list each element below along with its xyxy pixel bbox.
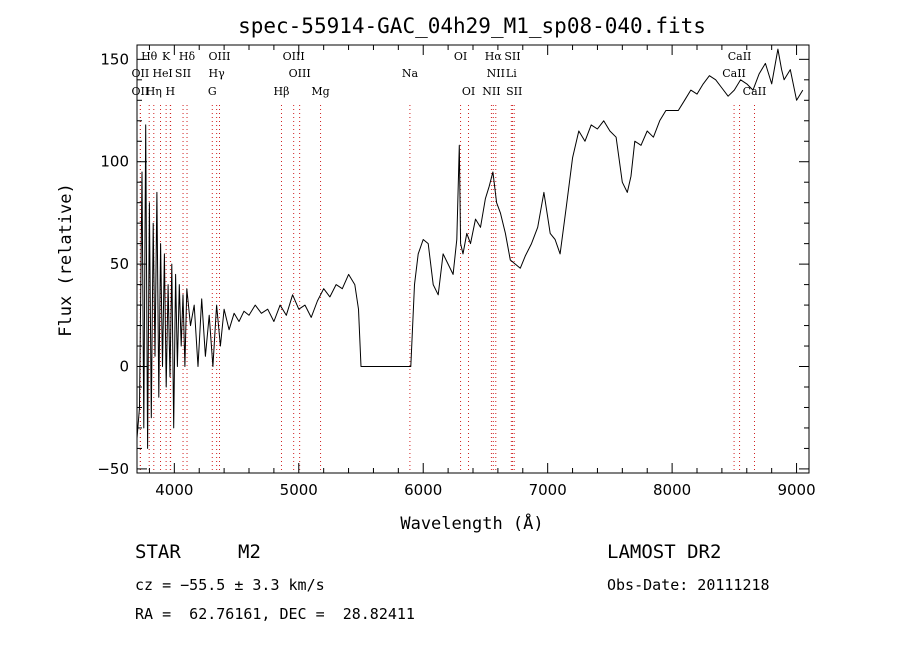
spectral-line-label: Li — [506, 67, 517, 80]
spectral-line-label: Hβ — [274, 85, 290, 98]
x-axis-label: Wavelength (Å) — [400, 512, 543, 534]
spectral-line-label: Hγ — [209, 67, 226, 80]
spectral-line-label: Hη — [146, 85, 162, 98]
spectral-line-label: Mg — [311, 85, 329, 98]
spectral-line-label: H — [166, 85, 176, 98]
spectral-line-label: G — [208, 85, 217, 98]
spectral-line-label: Hδ — [179, 50, 196, 63]
spectral-line-label: SII — [506, 85, 522, 98]
spectral-line-label: Hθ — [141, 50, 158, 63]
spectral-line-label: OI — [454, 50, 467, 63]
spectral-line-label: I — [168, 67, 172, 80]
x-tick-label: 7000 — [529, 481, 567, 499]
spectral-line-label: Na — [402, 67, 419, 80]
spectral-line-label: OIII — [289, 67, 311, 80]
y-tick-label: 50 — [110, 255, 129, 273]
x-tick-label: 6000 — [404, 481, 442, 499]
series-group — [136, 48, 804, 449]
spectral-line-label: OII — [132, 67, 150, 80]
x-tick-label: 9000 — [777, 481, 815, 499]
spectral-line-label: OI — [462, 85, 475, 98]
observation-date: Obs-Date: 20111218 — [607, 576, 770, 594]
spectral-line-label: CaII — [722, 67, 746, 80]
spectral-line-label: CaII — [728, 50, 752, 63]
y-tick-label: −50 — [97, 460, 129, 478]
spectral-line-label: NII — [487, 67, 505, 80]
redshift-value: cz = −55.5 ± 3.3 km/s — [135, 576, 325, 594]
spectral-line-label: K — [162, 50, 171, 63]
plot-frame — [136, 44, 810, 474]
spectral-line-label: CaII — [743, 85, 767, 98]
object-class: STAR — [135, 541, 181, 563]
spectral-line-label: NII — [482, 85, 500, 98]
axes-group: 4000 5000 6000 7000 8000 9000 −50 0 50 100 150 — [97, 44, 816, 499]
y-tick-label: 100 — [100, 153, 129, 171]
survey-name: LAMOST DR2 — [607, 541, 722, 563]
x-tick-label: 4000 — [155, 481, 193, 499]
y-tick-label: 0 — [119, 358, 129, 376]
spectral-line-label: Hα — [485, 50, 503, 63]
spectral-line-label: OIII — [283, 50, 305, 63]
spectral-line-label: OII — [132, 85, 150, 98]
object-subclass: M2 — [238, 541, 261, 563]
spectral-line-label: SII — [504, 50, 520, 63]
spectral-line-label: He — [152, 67, 168, 80]
spectrum-series-line — [136, 48, 804, 449]
chart-title: spec-55914-GAC_04h29_M1_sp08-040.fits — [238, 14, 706, 38]
spectral-line-label: OIII — [208, 50, 230, 63]
y-axis-label: Flux (relative) — [56, 183, 76, 337]
x-tick-label: 8000 — [653, 481, 691, 499]
spectral-line-label: SII — [175, 67, 191, 80]
y-tick-label: 150 — [100, 50, 129, 68]
coordinates: RA = 62.76161, DEC = 28.82411 — [135, 605, 415, 623]
x-tick-label: 5000 — [280, 481, 318, 499]
